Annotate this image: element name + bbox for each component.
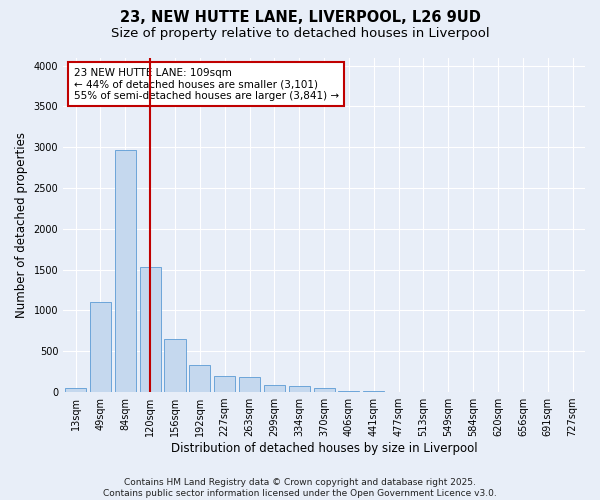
Text: Contains HM Land Registry data © Crown copyright and database right 2025.
Contai: Contains HM Land Registry data © Crown c… bbox=[103, 478, 497, 498]
Text: Size of property relative to detached houses in Liverpool: Size of property relative to detached ho… bbox=[110, 28, 490, 40]
Bar bbox=[289, 386, 310, 392]
Bar bbox=[264, 384, 285, 392]
X-axis label: Distribution of detached houses by size in Liverpool: Distribution of detached houses by size … bbox=[171, 442, 478, 455]
Text: 23 NEW HUTTE LANE: 109sqm
← 44% of detached houses are smaller (3,101)
55% of se: 23 NEW HUTTE LANE: 109sqm ← 44% of detac… bbox=[74, 68, 339, 100]
Bar bbox=[164, 339, 185, 392]
Bar bbox=[65, 388, 86, 392]
Bar bbox=[115, 150, 136, 392]
Bar bbox=[239, 377, 260, 392]
Bar bbox=[314, 388, 335, 392]
Text: 23, NEW HUTTE LANE, LIVERPOOL, L26 9UD: 23, NEW HUTTE LANE, LIVERPOOL, L26 9UD bbox=[119, 10, 481, 25]
Bar bbox=[140, 267, 161, 392]
Bar bbox=[189, 365, 211, 392]
Bar bbox=[214, 376, 235, 392]
Bar bbox=[90, 302, 111, 392]
Y-axis label: Number of detached properties: Number of detached properties bbox=[15, 132, 28, 318]
